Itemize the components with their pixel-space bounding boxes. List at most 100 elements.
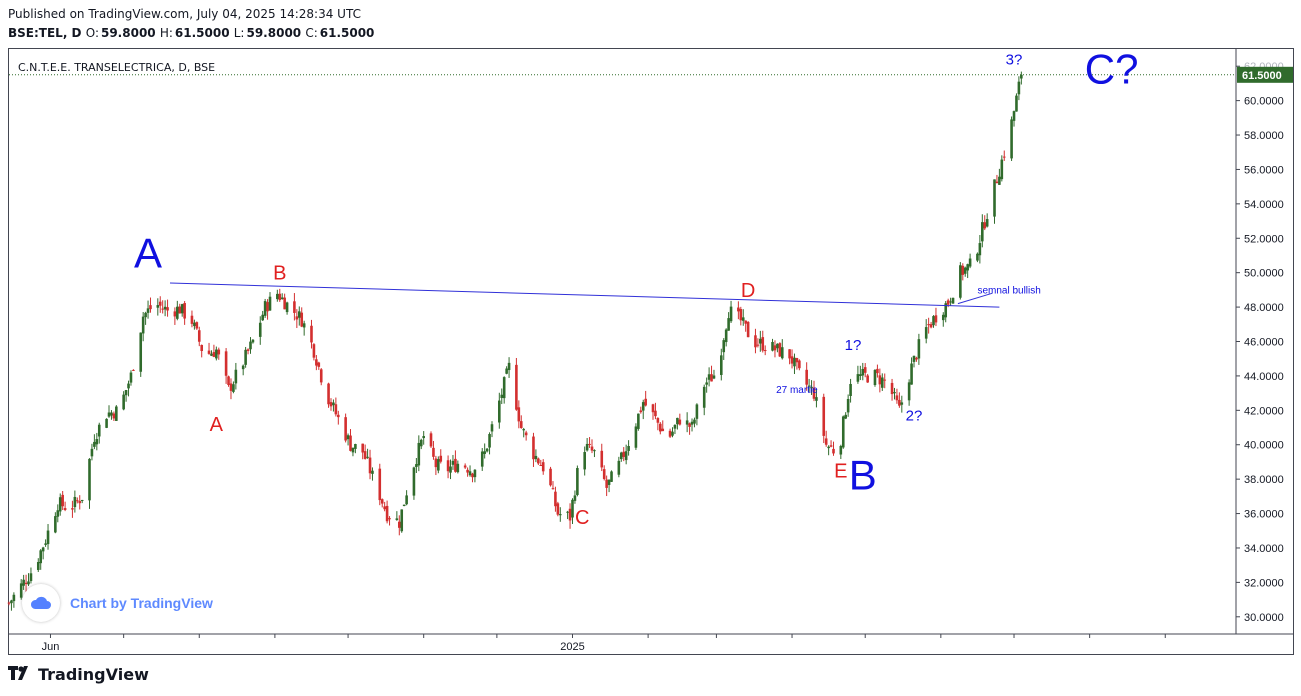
- candle-body: [822, 396, 826, 436]
- candle-body: [337, 414, 340, 418]
- candle-body: [585, 443, 589, 451]
- candle-body: [402, 504, 406, 507]
- y-tick-label: 54.0000: [1244, 199, 1284, 211]
- candle-body: [739, 309, 743, 321]
- candle-body: [412, 467, 416, 496]
- candle-body: [724, 329, 728, 343]
- ohlc-row: BSE:TEL, D O: 59.8000 H: 61.5000 L: 59.8000…: [8, 26, 374, 40]
- candle-body: [127, 383, 130, 389]
- tradingview-logo-icon: [8, 665, 34, 684]
- candle-body: [554, 491, 557, 507]
- y-tick-label: 56.0000: [1244, 164, 1284, 176]
- candle-body: [446, 460, 450, 472]
- candle-body: [161, 308, 164, 310]
- chart-frame[interactable]: [8, 48, 1294, 655]
- candle-body: [334, 404, 338, 415]
- candle-body: [824, 438, 828, 445]
- candle-body: [573, 495, 577, 501]
- candle-body: [968, 258, 972, 267]
- candle-body: [24, 582, 28, 584]
- wave-label: A: [134, 230, 162, 277]
- candle-body: [790, 356, 794, 364]
- candle-body: [507, 362, 511, 371]
- tradingview-watermark[interactable]: Chart by TradingView: [22, 584, 213, 622]
- candle-body: [932, 316, 935, 326]
- candle-body: [861, 368, 865, 376]
- candle-body: [88, 458, 91, 501]
- candle-body: [946, 300, 950, 305]
- candle-body: [1000, 159, 1004, 180]
- candle-body: [251, 339, 255, 343]
- candle-body: [963, 267, 967, 274]
- high-value: 61.5000: [174, 26, 230, 40]
- candle-body: [839, 445, 843, 455]
- candle-body: [622, 451, 626, 457]
- candle-body: [634, 426, 638, 448]
- candle-body: [883, 379, 887, 381]
- candle-body: [754, 335, 757, 348]
- candle-body: [637, 413, 640, 429]
- candle-body: [729, 306, 733, 322]
- candle-body: [727, 318, 730, 331]
- candle-body: [383, 506, 386, 510]
- candle-body: [405, 495, 408, 505]
- candle-body: [610, 471, 613, 482]
- candle-body: [349, 435, 352, 451]
- footer-brand[interactable]: TradingView: [8, 665, 149, 684]
- candle-body: [261, 314, 264, 321]
- candle-body: [295, 316, 299, 320]
- candle-body: [907, 382, 911, 401]
- candle-body: [981, 222, 984, 242]
- candle-body: [810, 386, 813, 389]
- candle-body: [46, 530, 50, 545]
- candle-body: [463, 465, 467, 468]
- candle-body: [27, 581, 30, 585]
- candle-body: [519, 421, 523, 428]
- candle-body: [466, 469, 469, 473]
- candle-body: [380, 499, 384, 504]
- candle-body: [900, 402, 904, 405]
- candle-body: [793, 357, 796, 367]
- candle-body: [776, 343, 779, 349]
- candle-body: [532, 436, 535, 460]
- y-tick-label: 42.0000: [1244, 405, 1284, 417]
- candle-body: [600, 450, 604, 468]
- candle-body: [549, 468, 552, 486]
- candle-body: [617, 460, 621, 475]
- candle-body: [880, 377, 884, 388]
- candle-body: [895, 395, 899, 401]
- candle-body: [688, 423, 691, 427]
- candle-body: [180, 304, 184, 314]
- candle-body: [685, 420, 689, 425]
- candle-body: [985, 219, 989, 227]
- y-tick-label: 58.0000: [1244, 130, 1284, 142]
- candle-body: [890, 382, 894, 395]
- candle-body: [829, 445, 833, 447]
- candle-body: [41, 547, 45, 552]
- candle-body: [173, 311, 177, 317]
- candle-body: [712, 375, 716, 379]
- candle-body: [807, 385, 811, 387]
- candle-body: [78, 501, 82, 504]
- candle-body: [149, 305, 152, 310]
- candle-body: [656, 418, 660, 423]
- candle-body: [471, 473, 474, 478]
- candle-body: [878, 375, 882, 385]
- candle-body: [122, 394, 125, 410]
- candle-body: [468, 471, 472, 476]
- candle-body: [58, 497, 62, 512]
- candle-body: [246, 349, 250, 351]
- candle-body: [761, 337, 765, 351]
- y-tick-label: 40.0000: [1244, 440, 1284, 452]
- y-tick-label: 48.0000: [1244, 302, 1284, 314]
- candle-body: [863, 367, 867, 373]
- candle-body: [224, 351, 228, 376]
- candle-body: [176, 306, 179, 319]
- candle-body: [605, 479, 608, 488]
- y-tick-label: 36.0000: [1244, 509, 1284, 521]
- candle-body: [115, 406, 118, 421]
- candle-body: [841, 416, 845, 448]
- candle-body: [676, 417, 679, 425]
- candle-body: [397, 521, 401, 528]
